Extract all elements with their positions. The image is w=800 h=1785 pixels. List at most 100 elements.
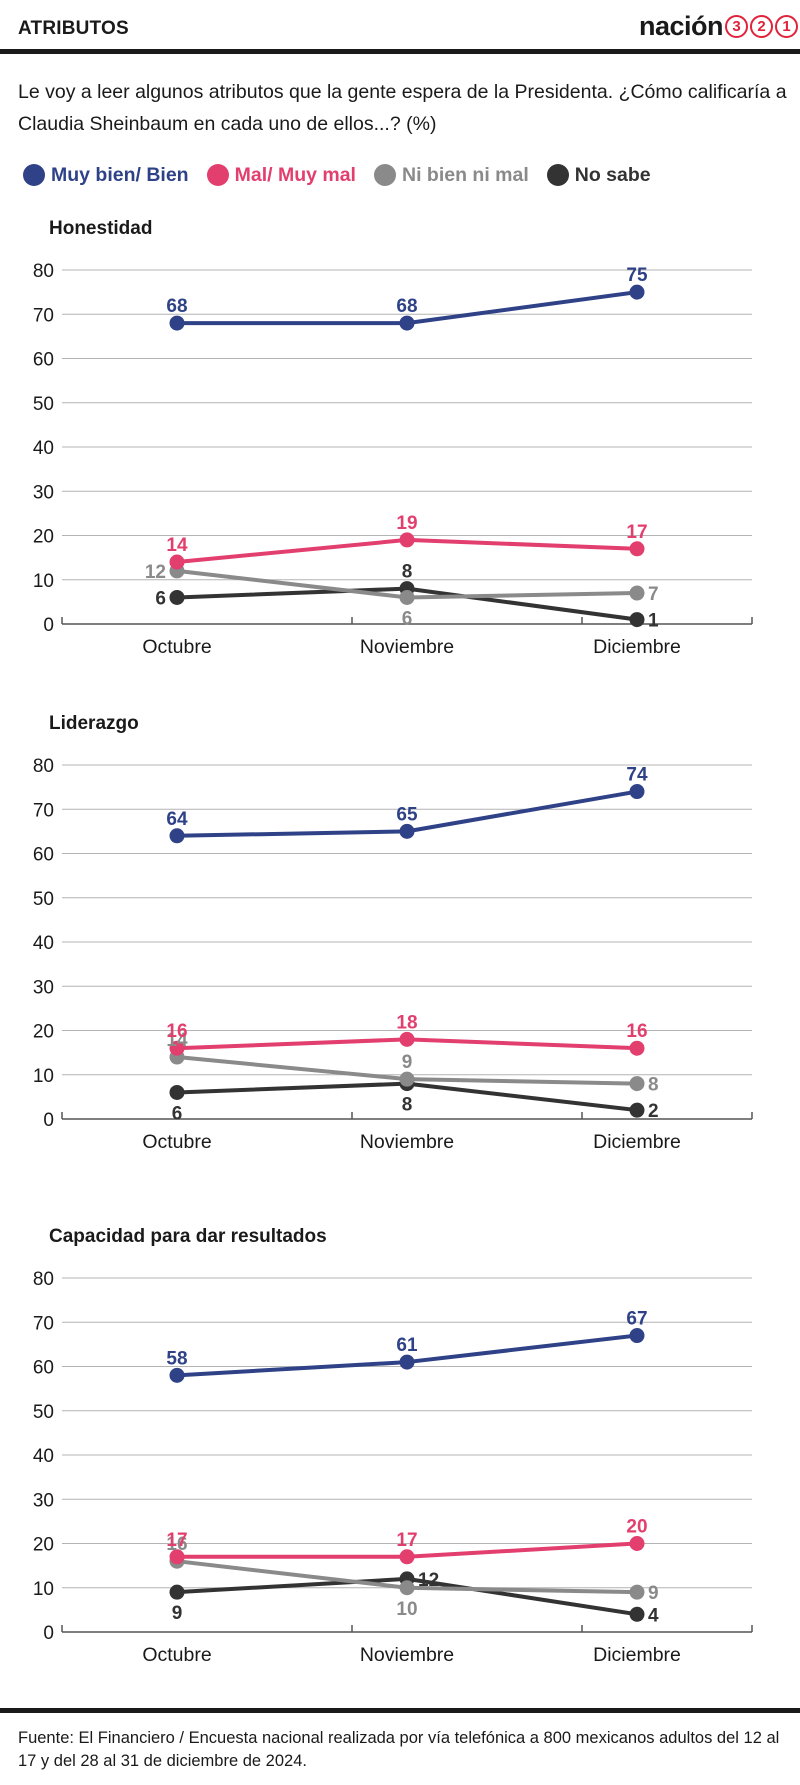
data-label: 9 bbox=[172, 1603, 183, 1624]
legend-dot bbox=[206, 164, 229, 186]
y-tick-label: 70 bbox=[33, 800, 54, 821]
data-point bbox=[629, 1584, 645, 1600]
brand-digit: 1 bbox=[775, 15, 798, 38]
y-tick-label: 10 bbox=[33, 1579, 54, 1600]
y-tick-label: 50 bbox=[33, 1402, 54, 1423]
data-label: 58 bbox=[166, 1348, 187, 1369]
data-point bbox=[399, 532, 415, 548]
source-note: Fuente: El Financiero / Encuesta naciona… bbox=[18, 1729, 780, 1770]
data-label: 6 bbox=[172, 1103, 183, 1124]
data-label: 9 bbox=[402, 1052, 413, 1073]
data-point bbox=[169, 1084, 185, 1100]
data-label: 6 bbox=[402, 608, 413, 629]
data-label: 68 bbox=[166, 296, 187, 317]
data-point bbox=[169, 1040, 185, 1056]
data-point bbox=[629, 1076, 645, 1092]
data-point bbox=[169, 315, 185, 331]
legend-item-mal: Mal/ Muy mal bbox=[206, 163, 356, 187]
data-label: 16 bbox=[166, 1021, 187, 1042]
y-tick-label: 10 bbox=[33, 1066, 54, 1087]
data-label: 17 bbox=[626, 522, 647, 543]
x-category-label: Octubre bbox=[142, 1131, 211, 1153]
y-tick-label: 80 bbox=[33, 261, 54, 282]
y-tick-label: 20 bbox=[33, 1535, 54, 1556]
data-label: 20 bbox=[626, 1517, 647, 1538]
data-label: 8 bbox=[402, 1095, 413, 1116]
legend-label: No sabe bbox=[574, 163, 651, 186]
legend-dot bbox=[373, 164, 396, 186]
y-tick-label: 70 bbox=[33, 305, 54, 326]
y-tick-label: 40 bbox=[33, 933, 54, 954]
data-label: 16 bbox=[166, 1534, 187, 1555]
data-point bbox=[629, 1040, 645, 1056]
y-tick-label: 0 bbox=[43, 615, 54, 636]
chart-title-capacidad: Capacidad para dar resultados bbox=[49, 1226, 327, 1247]
x-category-label: Diciembre bbox=[593, 1131, 681, 1153]
data-point bbox=[399, 315, 415, 331]
data-label: 14 bbox=[166, 1030, 188, 1051]
legend: Muy bien/ Bien Mal/ Muy mal Ni bien ni m… bbox=[23, 160, 669, 190]
x-category-label: Noviembre bbox=[360, 636, 454, 658]
data-label: 75 bbox=[626, 265, 648, 286]
data-point bbox=[629, 1102, 645, 1118]
data-point bbox=[169, 828, 185, 844]
section-title: ATRIBUTOS bbox=[18, 18, 129, 39]
data-point bbox=[399, 1580, 415, 1596]
data-point bbox=[629, 1536, 645, 1551]
y-tick-label: 30 bbox=[33, 482, 54, 503]
data-label: 61 bbox=[396, 1335, 418, 1356]
legend-item-no-sabe: No sabe bbox=[546, 163, 651, 187]
top-divider bbox=[0, 49, 800, 54]
chart-title-honestidad: Honestidad bbox=[49, 218, 153, 239]
data-label: 64 bbox=[166, 809, 188, 830]
y-tick-label: 40 bbox=[33, 438, 54, 459]
y-tick-label: 0 bbox=[43, 1623, 54, 1644]
legend-dot bbox=[546, 164, 569, 186]
data-label: 68 bbox=[396, 296, 417, 317]
legend-label: Mal/ Muy mal bbox=[234, 163, 356, 186]
data-label: 7 bbox=[648, 584, 659, 605]
data-label: 17 bbox=[396, 1530, 417, 1551]
y-tick-label: 70 bbox=[33, 1313, 54, 1334]
y-tick-label: 20 bbox=[33, 527, 54, 548]
data-label: 12 bbox=[145, 562, 166, 583]
data-point bbox=[629, 585, 645, 601]
legend-dot bbox=[23, 164, 45, 186]
y-tick-label: 50 bbox=[33, 889, 54, 910]
y-tick-label: 0 bbox=[43, 1110, 54, 1131]
legend-label: Ni bien ni mal bbox=[401, 163, 529, 186]
data-label: 2 bbox=[648, 1101, 659, 1122]
y-tick-label: 60 bbox=[33, 845, 54, 866]
y-tick-label: 60 bbox=[33, 350, 54, 371]
header: ATRIBUTOS nación 3 2 1 bbox=[18, 0, 800, 52]
chart-liderazgo: 0 10 20 30 40 50 60 70 80 Octubre Noviembre Diciemb… bbox=[33, 756, 753, 1153]
data-point bbox=[169, 589, 185, 605]
x-category-label: Noviembre bbox=[360, 1131, 454, 1153]
chart-title-liderazgo: Liderazgo bbox=[49, 713, 139, 734]
data-point bbox=[629, 784, 645, 800]
chart-honestidad: 0 10 20 30 40 50 60 70 80 Octubre Noviembre Diciemb… bbox=[33, 261, 753, 658]
x-category-label: Octubre bbox=[142, 1644, 211, 1666]
data-label: 14 bbox=[166, 535, 188, 556]
bottom-divider bbox=[0, 1708, 800, 1713]
data-point bbox=[399, 589, 415, 605]
data-label: 1 bbox=[648, 611, 659, 632]
data-label: 8 bbox=[648, 1075, 659, 1096]
data-point bbox=[629, 1606, 645, 1622]
y-tick-label: 80 bbox=[33, 756, 54, 777]
brand-digit: 2 bbox=[750, 15, 773, 38]
data-point bbox=[629, 612, 645, 628]
y-tick-label: 50 bbox=[33, 394, 54, 415]
data-point bbox=[169, 1584, 185, 1600]
data-label: 16 bbox=[626, 1021, 647, 1042]
data-label: 67 bbox=[626, 1309, 647, 1330]
data-label: 74 bbox=[626, 765, 648, 786]
data-point bbox=[399, 823, 415, 839]
data-point bbox=[399, 1031, 415, 1047]
data-point bbox=[399, 1354, 415, 1370]
legend-item-ni-bien: Ni bien ni mal bbox=[373, 163, 529, 187]
x-category-label: Octubre bbox=[142, 636, 211, 658]
data-point bbox=[399, 1071, 415, 1087]
data-label: 6 bbox=[155, 588, 166, 609]
brand-digit: 3 bbox=[725, 15, 748, 38]
